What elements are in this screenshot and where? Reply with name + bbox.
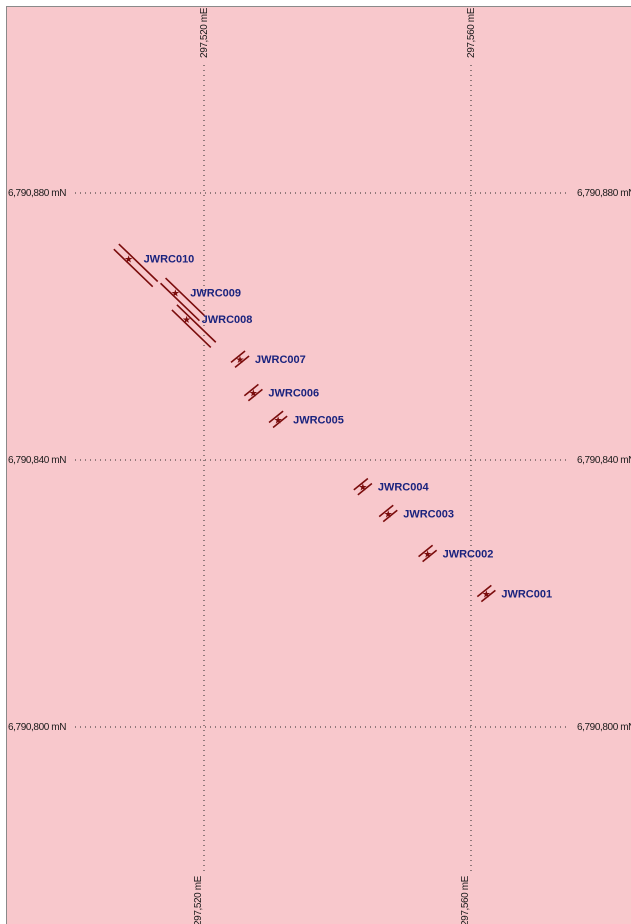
drillhole-trace [247,388,263,402]
drillhole-plan-map[interactable]: 297,520 mE 297,520 mE 297,560 mE 297,560 mE… [6,6,631,924]
drillhole-trace [171,309,212,349]
drillhole-collar-star-icon: ★ [274,415,283,426]
drillhole-trace [476,584,492,598]
drillhole-trace [268,410,284,424]
drillhole-trace [382,509,398,523]
drillhole[interactable]: ★ JWRC001 [476,584,552,603]
drillhole-trace [357,482,373,496]
drillhole-collar-star-icon: ★ [236,355,245,366]
drillhole-collar-star-icon: ★ [423,549,432,560]
drillhole-label: JWRC001 [501,589,552,601]
drillhole-trace [176,304,217,343]
drillhole-label: JWRC007 [255,354,306,366]
drillhole[interactable]: ★ JWRC008 [171,304,253,349]
drillhole-label: JWRC006 [268,388,319,400]
drillhole-collar-star-icon: ★ [358,483,367,494]
drillhole-trace [118,243,159,283]
drillhole[interactable]: ★ JWRC010 [113,243,195,288]
drillhole-collar-star-icon: ★ [182,315,191,326]
easting-label-bottom: 297,560 mE [460,875,471,924]
drillhole-trace [353,477,369,491]
drillhole-collar-star-icon: ★ [124,254,133,265]
drillhole-collar-star-icon: ★ [482,590,491,601]
drillhole-label: JWRC009 [190,287,241,299]
drillhole-trace [418,544,434,558]
drillhole-layer: ★ JWRC010 ★ JWRC009 ★ JWRC008 ★ JWRC007 ★ JWRC006… [113,243,552,603]
drillhole-collar-star-icon: ★ [171,288,180,299]
northing-label-right: 6,790,840 mN [577,455,631,466]
drillhole[interactable]: ★ JWRC009 [160,277,241,322]
drillhole[interactable]: ★ JWRC007 [230,350,306,368]
drillhole-trace [378,504,394,518]
drillhole-trace [243,383,259,397]
drillhole-collar-star-icon: ★ [249,389,258,400]
drillhole[interactable]: ★ JWRC005 [268,410,344,429]
northing-label-right: 6,790,800 mN [577,722,631,733]
drillhole[interactable]: ★ JWRC006 [243,383,319,402]
northing-label-left: 6,790,840 mN [8,455,66,466]
grid-layer: 297,520 mE 297,520 mE 297,560 mE 297,560 mE… [8,7,631,924]
northing-label-right: 6,790,880 mN [577,188,631,199]
northing-label-left: 6,790,880 mN [8,188,66,199]
easting-label-top: 297,520 mE [199,7,210,58]
easting-label-bottom: 297,520 mE [193,875,204,924]
drillhole-trace [272,415,288,429]
drillhole-trace [230,350,246,364]
drillhole-trace [422,549,438,563]
drillhole[interactable]: ★ JWRC002 [418,544,494,563]
easting-label-top: 297,560 mE [466,7,477,58]
drillhole-trace [234,355,250,368]
drillhole[interactable]: ★ JWRC003 [378,504,454,523]
northing-label-left: 6,790,800 mN [8,722,66,733]
drillhole-collar-star-icon: ★ [384,509,393,520]
drillhole-label: JWRC010 [144,253,195,265]
drillhole-label: JWRC005 [293,414,344,426]
drillhole-label: JWRC003 [403,508,454,520]
drillhole[interactable]: ★ JWRC004 [353,477,430,496]
drillhole-trace [480,589,496,603]
drillhole-trace [113,248,154,288]
drillhole-label: JWRC002 [443,548,494,560]
map-canvas: 297,520 mE 297,520 mE 297,560 mE 297,560 mE… [8,7,631,924]
drillhole-label: JWRC004 [378,482,430,494]
drillhole-label: JWRC008 [202,314,253,326]
drillhole-trace [160,282,200,322]
drillhole-trace [165,277,205,317]
